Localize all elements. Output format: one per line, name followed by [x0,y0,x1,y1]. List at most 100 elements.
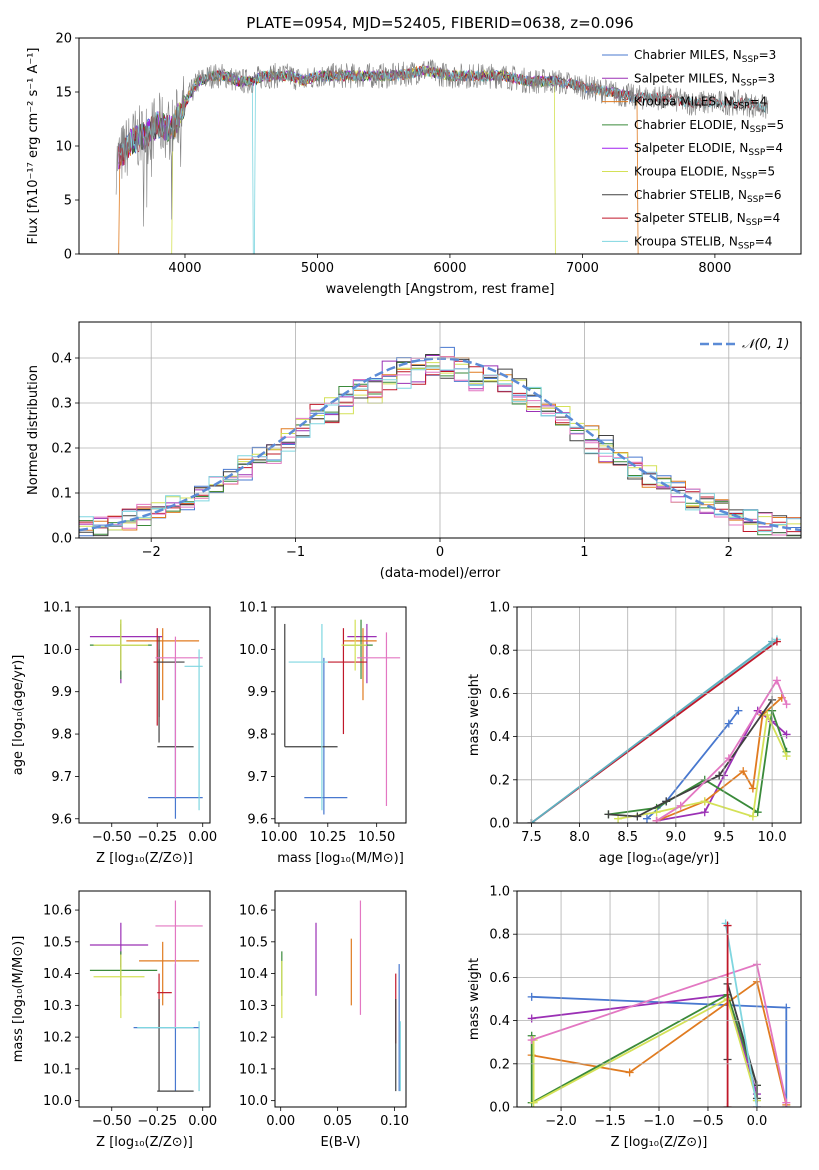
panel-mass-vs-EBV: 0.00 0.05 0.10 10.0 10.1 10.2 10.3 10.4 10.5 10.6… [239,890,409,1150]
y-tick-label: 10.2 [43,1031,72,1046]
legend-value: =6 [764,188,782,202]
legend-label: 𝒩(0, 1) [742,337,789,352]
legend-subscript: SSP [746,218,763,228]
x-tick-label: −0.25 [137,1114,177,1129]
y-tick-label: 0.4 [489,730,510,745]
legend-subscript: SSP [741,172,758,182]
x-tick-label: 8.0 [569,830,590,845]
legend-value: =4 [763,211,781,225]
mass-weight-marker [715,771,724,780]
y-tick-label: 10.2 [239,1031,268,1046]
x-tick-label: 8.5 [617,830,638,845]
panel-age-vs-mass: 10.00 10.25 10.50 9.6 9.7 9.8 9.9 10.0 10.1 mass … [239,601,407,866]
y-tick-label: 10.4 [43,967,72,982]
mass-weight-marker [700,808,709,817]
y-tick-label: 9.9 [247,685,268,700]
mass-weight-marker [748,784,757,793]
x-tick-label: 0.00 [188,830,217,845]
mass-weight-marker [652,816,661,823]
y-tick-label: 10.6 [43,904,72,919]
legend-value: =3 [757,71,775,85]
mass-weight-marker [662,797,671,806]
mass-weight-marker [748,812,757,821]
x-tick-label: −0.25 [137,830,177,845]
mass-weight-marker [734,706,743,715]
x-tick-label: 9.0 [666,830,687,845]
y-tick-label: 0.0 [489,1101,510,1116]
y-axis-label: mass [log₁₀(M/M⊙)] [11,936,26,1063]
mass-weight-marker [642,814,651,823]
legend-value: =4 [765,141,783,155]
plot-area [284,619,401,815]
plot-area [89,619,203,819]
figure-title: PLATE=0954, MJD=52405, FIBERID=0638, z=0… [246,14,633,32]
plot-area [527,919,791,1107]
y-tick-label: 9.7 [247,770,268,785]
x-tick-label: −0.50 [92,830,132,845]
x-tick-label: 0.05 [323,1114,352,1129]
y-tick-label: 10.1 [239,1062,268,1077]
panel-age-vs-Z: −0.50 −0.25 0.00 9.6 9.7 9.8 9.9 10.0 10.1 Z [log… [11,601,217,867]
y-tick-label: 9.6 [247,812,268,827]
plot-area [89,900,203,1092]
legend-subscript: SSP [741,78,758,88]
y-tick-label: 0.2 [51,442,72,457]
y-tick-label: 9.9 [51,685,72,700]
model-spectrum-line [171,65,556,254]
y-tick-label: 0.4 [51,352,72,367]
y-tick-label: 10.4 [239,967,268,982]
y-tick-label: 10.6 [239,904,268,919]
y-tick-label: 10.3 [43,999,72,1014]
y-tick-label: 0.3 [51,397,72,412]
y-tick-label: 0.0 [489,817,510,832]
y-tick-label: 9.8 [51,728,72,743]
y-tick-label: 9.8 [247,728,268,743]
y-tick-label: 10.0 [239,643,268,658]
y-tick-label: 10.3 [239,999,268,1014]
panel-massweight-vs-Z: −2.0 −1.5 −1.0 −0.5 0.0 0.0 0.2 0.4 0.6 0.8 1.0 Z [… [467,885,802,1150]
mass-weight-marker [724,754,733,763]
y-tick-label: 0 [64,248,72,263]
model-spectrum-line [118,65,639,254]
axes-frame [274,606,407,824]
panel-massweight-vs-age: 7.5 8.0 8.5 9.0 9.5 10.0 0.0 0.2 0.4 0.6 0.8 1.0 age… [467,601,802,866]
axes-frame [78,606,211,824]
legend-value: =3 [759,48,777,62]
x-tick-label: 10.50 [358,830,395,845]
legend-value: =5 [757,165,775,179]
x-tick-label: 10.0 [758,830,787,845]
mass-weight-marker [527,1036,536,1045]
mass-weight-marker [782,1003,791,1012]
y-tick-label: 10.0 [239,1094,268,1109]
legend-subscript: SSP [747,195,764,205]
legend-label: Kroupa ELODIE, NSSP=5 [634,165,775,182]
x-tick-label: 6000 [433,261,466,276]
legend-subscript: SSP [733,102,750,112]
x-tick-label: 0.10 [380,1114,409,1129]
y-tick-label: 9.7 [51,770,72,785]
mass-weight-marker [772,676,781,685]
axes-frame [516,890,802,1108]
legend-label: Salpeter MILES, NSSP=3 [634,71,775,88]
legend-subscript: SSP [738,241,755,251]
mass-weight-line [531,993,758,1107]
mass-weight-line [530,640,773,823]
x-tick-label: 0 [436,545,444,560]
y-axis-label: Normed distribution [26,365,41,495]
mass-weight-marker [739,767,748,776]
mass-weight-marker [782,700,791,709]
panel-spectrum: 4000 5000 6000 7000 8000 0 5 10 15 20 wavelength [… [26,32,802,297]
mass-weight-marker [782,730,791,739]
x-tick-label: 7.5 [521,830,542,845]
x-axis-label: (data-model)/error [380,566,501,581]
x-tick-label: 7000 [566,261,599,276]
y-tick-label: 10.1 [43,601,72,616]
legend-label: Chabrier STELIB, NSSP=6 [634,188,782,205]
x-tick-label: 9.5 [714,830,735,845]
y-tick-label: 0.6 [489,971,510,986]
x-axis-label: wavelength [Angstrom, rest frame] [326,282,555,297]
x-tick-label: 0.0 [747,1114,768,1129]
axes-frame [78,321,802,539]
